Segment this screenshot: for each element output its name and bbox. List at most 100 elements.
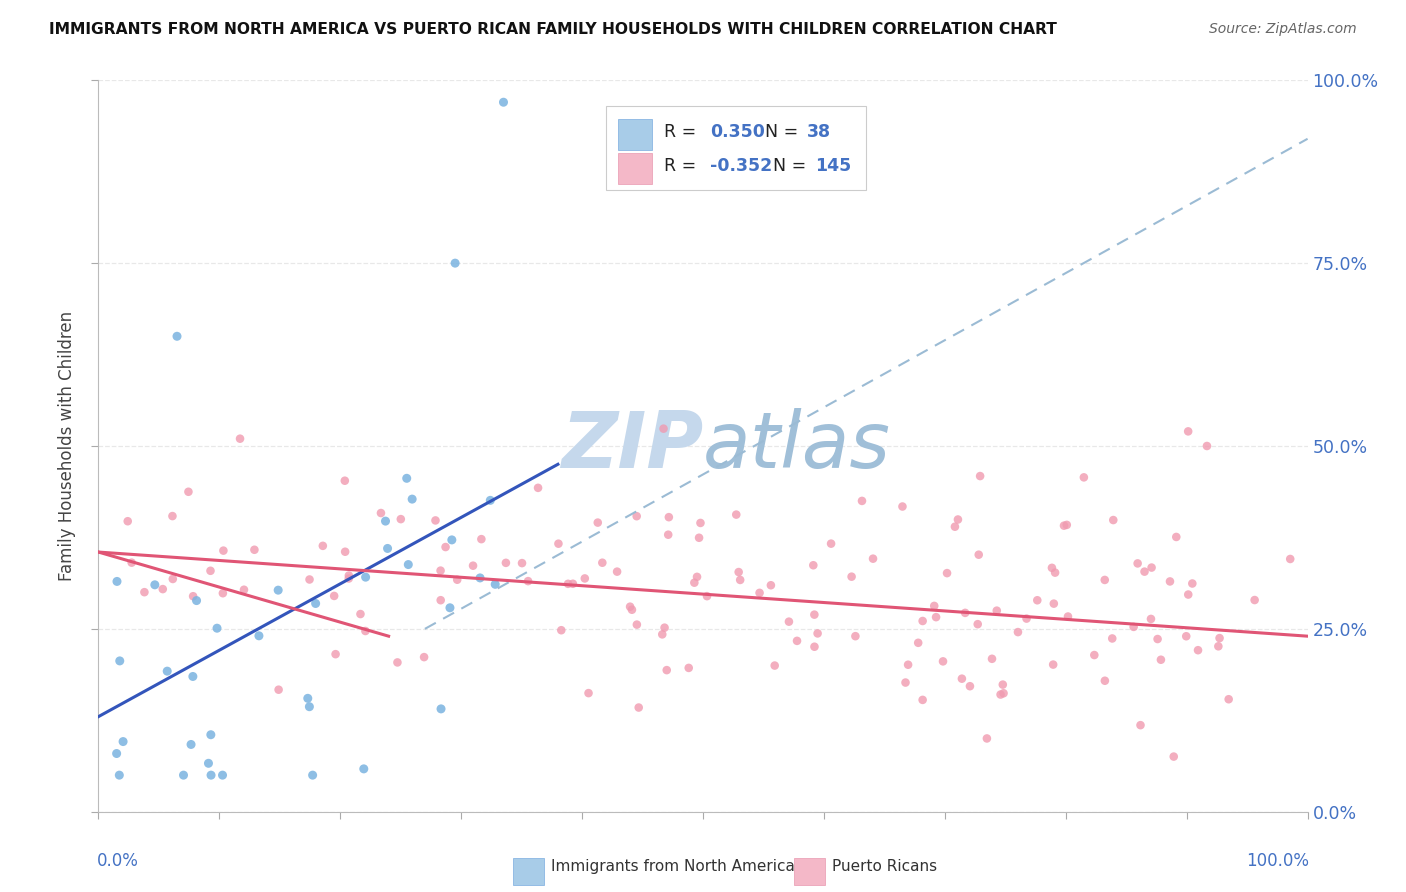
Text: R =: R = — [664, 157, 702, 175]
FancyBboxPatch shape — [619, 119, 652, 150]
Point — [211, 768, 233, 782]
Point — [807, 626, 830, 640]
Point — [354, 570, 377, 584]
Point — [1133, 565, 1156, 579]
Point — [748, 586, 770, 600]
Text: N =: N = — [773, 157, 811, 175]
Point — [990, 688, 1012, 702]
Point — [862, 551, 884, 566]
Point — [1243, 593, 1265, 607]
Point — [801, 558, 824, 573]
Text: ZIP: ZIP — [561, 408, 703, 484]
Point — [1101, 632, 1123, 646]
Point — [267, 682, 290, 697]
Point — [1053, 518, 1076, 533]
Point — [820, 536, 842, 550]
Point — [173, 768, 195, 782]
Point — [976, 731, 998, 746]
Point — [841, 569, 863, 583]
Point — [803, 607, 825, 622]
Point — [786, 633, 808, 648]
Point — [967, 548, 990, 562]
Point — [932, 654, 955, 668]
Point — [212, 586, 235, 600]
Point — [121, 556, 143, 570]
Point — [993, 686, 1015, 700]
Point — [966, 617, 988, 632]
Point — [229, 432, 252, 446]
Point — [267, 583, 290, 598]
Point — [652, 422, 675, 436]
Point — [212, 543, 235, 558]
Point — [897, 657, 920, 672]
Point — [180, 738, 202, 752]
Point — [953, 606, 976, 620]
Point — [484, 577, 506, 591]
Point — [112, 734, 135, 748]
Point — [440, 533, 463, 547]
Point — [243, 542, 266, 557]
Point — [778, 615, 800, 629]
Point — [117, 514, 139, 528]
Point — [181, 589, 204, 603]
Point — [1043, 597, 1066, 611]
Point — [1015, 611, 1038, 625]
Point — [461, 558, 484, 573]
Point — [444, 256, 467, 270]
Point — [377, 541, 399, 556]
Point — [401, 492, 423, 507]
Point — [323, 589, 346, 603]
Point — [1073, 470, 1095, 484]
Point — [1094, 573, 1116, 587]
Point — [389, 512, 412, 526]
Text: R =: R = — [664, 123, 702, 141]
Point — [298, 573, 321, 587]
Point — [354, 624, 377, 638]
Point — [574, 571, 596, 585]
Point — [1218, 692, 1240, 706]
Point — [627, 700, 650, 714]
Point — [247, 629, 270, 643]
Point — [925, 610, 948, 624]
Point — [337, 568, 360, 582]
Point — [370, 506, 392, 520]
Point — [1187, 643, 1209, 657]
Point — [936, 566, 959, 581]
Point — [725, 508, 748, 522]
Point — [1140, 560, 1163, 574]
Point — [205, 621, 228, 635]
Point — [626, 509, 648, 524]
Point — [186, 593, 208, 607]
Point — [439, 600, 461, 615]
Text: 0.350: 0.350 — [710, 123, 765, 141]
Point — [527, 481, 550, 495]
Point — [689, 516, 711, 530]
Point — [349, 607, 371, 621]
Point — [1166, 530, 1188, 544]
Point — [1042, 657, 1064, 672]
Text: 38: 38 — [807, 123, 831, 141]
Point — [434, 540, 457, 554]
Point — [844, 629, 866, 643]
Point — [162, 572, 184, 586]
Point — [1177, 588, 1199, 602]
Text: N =: N = — [765, 123, 803, 141]
Point — [803, 640, 825, 654]
Point — [922, 599, 945, 613]
Point — [387, 656, 409, 670]
Point — [333, 545, 356, 559]
Point — [763, 658, 786, 673]
Point — [728, 573, 751, 587]
Point — [200, 768, 222, 782]
Point — [1177, 425, 1199, 439]
Text: 100.0%: 100.0% — [1246, 852, 1309, 870]
Point — [233, 582, 256, 597]
Point — [1102, 513, 1125, 527]
Point — [851, 494, 873, 508]
Point — [894, 675, 917, 690]
FancyBboxPatch shape — [606, 106, 866, 190]
Point — [911, 614, 934, 628]
Text: 145: 145 — [815, 157, 852, 175]
Point — [152, 582, 174, 596]
Point — [686, 570, 709, 584]
